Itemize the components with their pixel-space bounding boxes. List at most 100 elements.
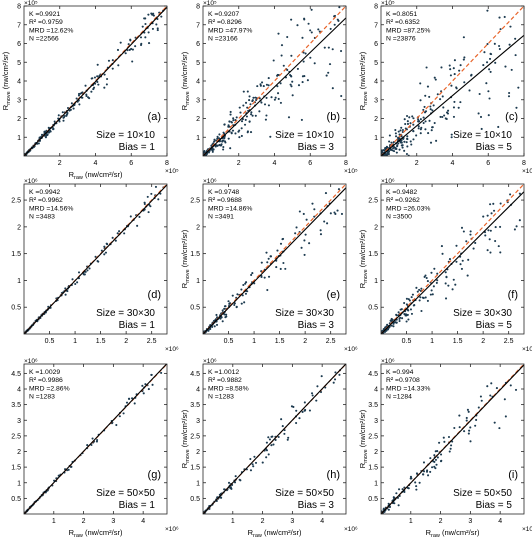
data-point — [400, 141, 403, 144]
data-point — [259, 83, 262, 86]
data-point — [333, 0, 335, 2]
data-point — [514, 37, 517, 40]
data-point — [422, 108, 425, 111]
data-point — [340, 95, 343, 98]
data-point — [403, 302, 406, 305]
data-point — [386, 153, 389, 156]
stats-line: MRD =12.62% — [29, 27, 73, 34]
data-point — [490, 212, 493, 215]
data-point — [418, 120, 421, 123]
x-tick-label: 2 — [82, 518, 86, 525]
x-axis-label: Rraw (nw/cm²/sr) — [69, 528, 123, 539]
scatter-panel: 0.5 1 1.5 2 2.5 0.5 1 1.5 2 2.5 ×10⁶ ×10⁶ K =0.9942R… — [11, 178, 179, 353]
data-point — [147, 388, 150, 391]
data-point — [426, 280, 429, 283]
data-point — [420, 287, 423, 290]
data-point — [487, 90, 490, 93]
data-point — [75, 97, 78, 100]
data-point — [268, 438, 271, 441]
stats-line: N =3491 — [208, 214, 234, 221]
data-point — [398, 319, 401, 323]
data-point — [150, 12, 153, 15]
data-point — [103, 245, 106, 248]
data-point — [240, 127, 243, 130]
data-point — [90, 443, 93, 447]
data-point — [335, 359, 337, 361]
data-point — [326, 222, 329, 225]
x-tick-label: 2.5 — [147, 338, 157, 345]
data-point — [426, 299, 429, 302]
x-tick-label: 2.5 — [504, 338, 514, 345]
data-point — [423, 105, 426, 108]
data-point — [269, 135, 272, 138]
data-point — [297, 84, 301, 87]
data-point — [233, 303, 236, 307]
data-point — [300, 246, 303, 249]
fit-line — [381, 364, 524, 514]
data-point — [424, 94, 427, 97]
data-point — [308, 409, 311, 412]
data-point — [397, 311, 400, 314]
data-point — [494, 226, 497, 229]
data-point — [336, 209, 339, 212]
data-point — [406, 145, 409, 148]
data-point — [264, 118, 267, 121]
data-point — [424, 274, 427, 277]
data-point — [324, 192, 328, 195]
y-tick-label: 1 — [17, 135, 21, 142]
data-point — [469, 230, 472, 233]
data-point — [492, 202, 495, 205]
data-point — [251, 114, 254, 117]
x-axis-exponent: ×10⁵ — [522, 168, 532, 175]
data-point — [143, 17, 146, 20]
data-point — [114, 239, 117, 242]
data-point — [414, 481, 417, 484]
data-point — [136, 224, 139, 227]
data-point — [84, 84, 87, 87]
data-point — [276, 249, 279, 252]
data-point — [466, 274, 469, 277]
data-point — [266, 288, 269, 292]
data-point — [504, 415, 507, 418]
data-point — [393, 146, 396, 149]
data-point — [224, 141, 227, 144]
data-point — [403, 149, 406, 152]
data-point — [301, 75, 304, 78]
data-point — [406, 135, 409, 138]
data-point — [315, 399, 318, 402]
stats-line: N =23166 — [208, 36, 238, 43]
data-point — [454, 283, 457, 286]
size-label: Size = 50×50 — [453, 488, 512, 499]
data-point — [269, 255, 272, 258]
data-point — [518, 219, 521, 222]
data-point — [422, 296, 425, 300]
data-point — [434, 458, 438, 461]
data-point — [275, 266, 278, 269]
x-tick-label: 3 — [468, 518, 472, 525]
data-point — [249, 103, 252, 106]
panel-label: (a) — [148, 111, 161, 123]
y-tick-label: 1 — [196, 135, 200, 142]
y-tick-label: 4.5 — [11, 371, 21, 378]
data-point — [106, 77, 109, 81]
y-tick-label: 2.5 — [11, 198, 21, 205]
y-tick-label: 2.5 — [190, 433, 200, 440]
y-tick-label: 7 — [196, 22, 200, 29]
data-point — [480, 399, 483, 402]
x-tick-label: 1 — [252, 338, 256, 345]
data-point — [267, 104, 270, 107]
bias-label: Bias = 1 — [119, 320, 156, 331]
data-point — [244, 101, 248, 104]
bias-label: Bias = 3 — [298, 142, 335, 153]
data-point — [96, 75, 99, 78]
data-point — [301, 410, 304, 413]
data-point — [407, 298, 410, 301]
data-point — [479, 115, 483, 119]
data-point — [310, 392, 314, 395]
data-point — [203, 149, 206, 153]
data-point — [140, 42, 143, 45]
data-point — [508, 91, 511, 95]
x-tick-label: 1 — [430, 338, 434, 345]
data-point — [434, 450, 437, 453]
data-point — [103, 253, 106, 256]
